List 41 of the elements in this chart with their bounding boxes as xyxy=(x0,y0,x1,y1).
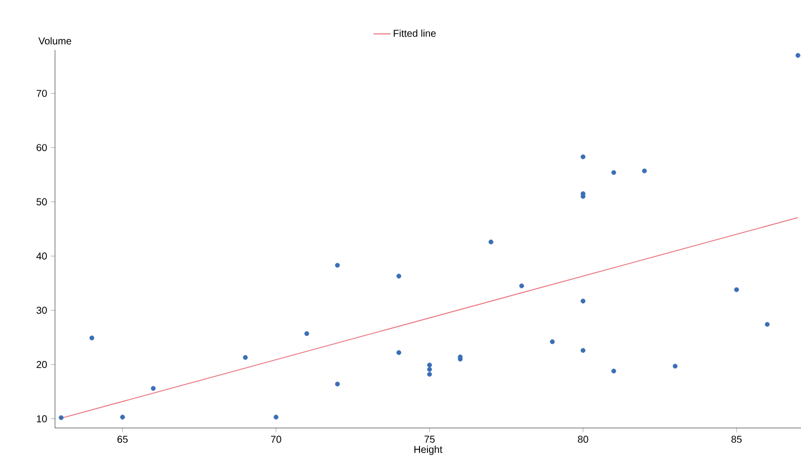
y-tick-label: 60 xyxy=(36,144,47,152)
point xyxy=(550,339,555,344)
x-tick-label: 65 xyxy=(118,436,128,443)
point xyxy=(427,367,432,372)
y-tick-label: 20 xyxy=(36,361,47,368)
legend-label: Fitted line xyxy=(394,30,436,37)
y-tick-label: 10 xyxy=(36,415,47,422)
point xyxy=(89,336,94,340)
point xyxy=(427,362,432,368)
point xyxy=(642,168,647,174)
point xyxy=(335,382,340,386)
point xyxy=(580,298,586,304)
point xyxy=(611,170,616,175)
x-tick-label: 75 xyxy=(424,436,435,443)
point xyxy=(734,287,739,292)
y-axis-title: Volume xyxy=(38,37,72,44)
point xyxy=(396,274,402,279)
point xyxy=(58,415,64,420)
point xyxy=(335,262,340,268)
point xyxy=(242,355,248,360)
point xyxy=(519,283,524,288)
point xyxy=(120,414,125,420)
y-tick-label: 30 xyxy=(36,306,47,314)
point xyxy=(396,350,402,355)
point xyxy=(488,240,494,244)
x-tick-label: 85 xyxy=(731,436,742,443)
point xyxy=(304,331,310,336)
point xyxy=(274,414,278,420)
x-tick-label: 80 xyxy=(578,436,588,443)
point xyxy=(150,386,156,391)
x-axis-title: Height xyxy=(414,446,442,455)
point xyxy=(580,348,586,353)
y-tick-label: 70 xyxy=(36,90,47,97)
point xyxy=(672,364,678,369)
point xyxy=(764,322,770,327)
y-tick-label: 40 xyxy=(36,252,47,260)
point xyxy=(580,154,586,160)
point xyxy=(427,372,432,377)
point xyxy=(611,368,616,374)
x-tick-label: 70 xyxy=(271,436,282,443)
y-tick-label: 50 xyxy=(36,198,47,206)
